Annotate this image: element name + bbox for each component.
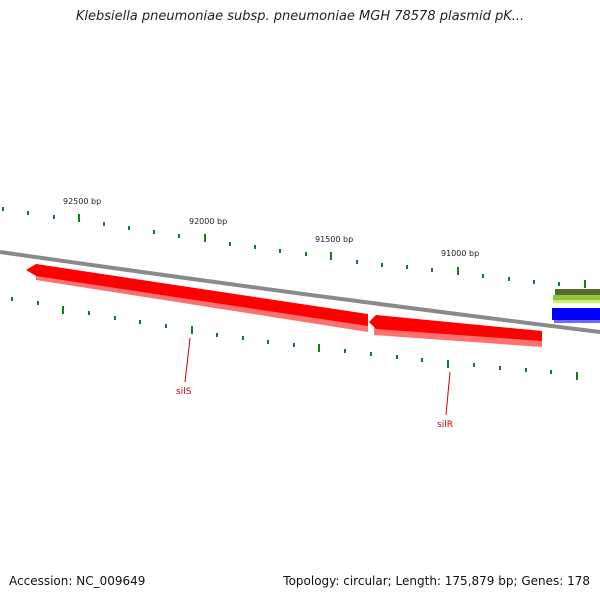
silR-leader-line xyxy=(445,371,451,416)
gene-silS[interactable] xyxy=(26,264,368,332)
feature-blue-block xyxy=(552,308,600,320)
feature-green-block xyxy=(553,295,600,300)
silS-leader-line xyxy=(184,337,191,383)
gene-label-silS[interactable]: silS xyxy=(176,387,192,397)
gene-silS-body xyxy=(26,264,368,326)
scale-label-91500: 91500 bp xyxy=(315,235,353,244)
feature-cluster[interactable] xyxy=(552,289,600,323)
inner-ticks xyxy=(11,297,578,380)
gene-silR-body xyxy=(369,315,542,341)
gene-label-silR[interactable]: silR xyxy=(437,420,453,430)
scale-label-92000: 92000 bp xyxy=(189,217,227,226)
accession-text: Accession: NC_009649 xyxy=(9,574,146,588)
scale-label-91000: 91000 bp xyxy=(441,249,479,258)
feature-lime-block xyxy=(553,300,600,303)
feature-olive-block xyxy=(555,289,600,296)
gene-silR[interactable] xyxy=(369,315,542,347)
map-title: Klebsiella pneumoniae subsp. pneumoniae … xyxy=(75,9,525,24)
feature-blue-shadow xyxy=(554,320,600,323)
scale-label-92500: 92500 bp xyxy=(63,197,101,206)
topology-summary: Topology: circular; Length: 175,879 bp; … xyxy=(283,574,590,588)
genome-backbone xyxy=(0,250,600,334)
outer-ticks xyxy=(2,207,586,288)
